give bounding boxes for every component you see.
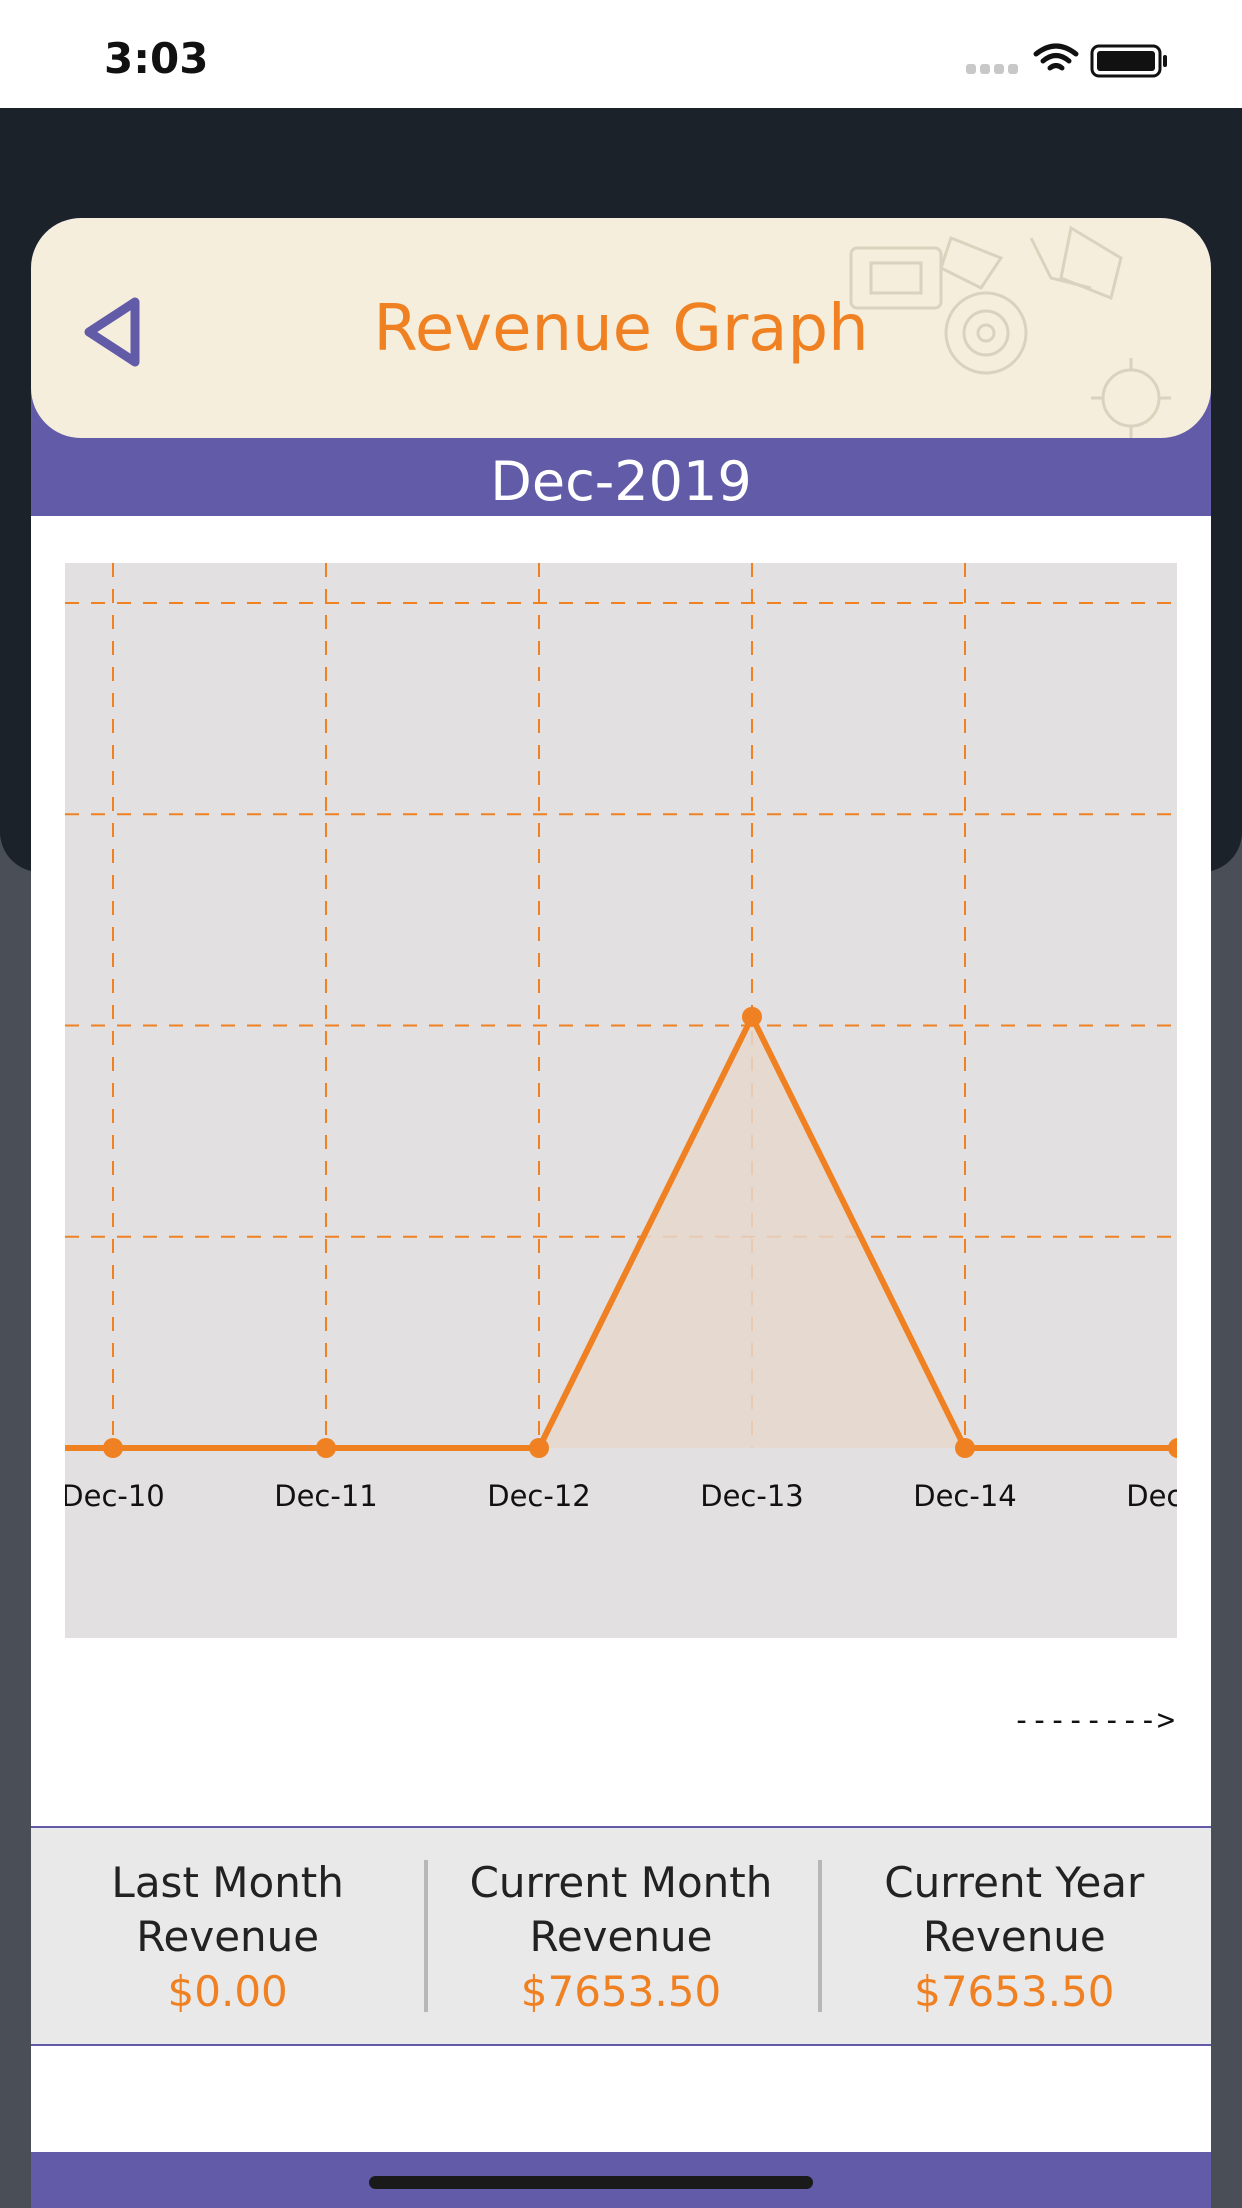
chart-point [955,1438,975,1458]
home-indicator[interactable] [369,2176,813,2189]
chart-point [529,1438,549,1458]
summary-value: $7653.50 [914,1967,1115,2016]
chart-series-line [113,1013,1177,1451]
last-month-revenue: Last Month Revenue $0.00 [31,1828,424,2044]
status-bar: 3:03 [0,0,1242,108]
month-label: Dec-2019 [490,450,752,513]
page-title: Revenue Graph [373,292,869,366]
revenue-chart-svg: Dec-10 Dec-11 Dec-12 Dec-13 Dec-14 Dec-15 [65,563,1177,1513]
chart-point [742,1006,762,1027]
summary-label: Current Year [884,1858,1145,1907]
chart-tick-label: Dec-11 [274,1479,377,1513]
chart-tick-label: Dec-10 [65,1479,165,1513]
chart-tick-label: Dec-13 [700,1479,803,1513]
chart-point [103,1438,123,1458]
wifi-icon [1033,43,1079,71]
revenue-card: Revenue Graph Dec-2019 Dec-10 Dec-11 Dec-1… [31,218,1211,2208]
current-year-revenue: Current Year Revenue $7653.50 [817,1828,1211,2044]
chart-point [1168,1438,1177,1458]
back-button[interactable] [79,294,155,370]
chart-tick-label: Dec-14 [913,1479,1016,1513]
chart-point [316,1438,336,1458]
signal-icon [966,64,1018,74]
revenue-summary: Last Month Revenue $0.00 Current Month R… [31,1826,1211,2046]
summary-value: $7653.50 [520,1967,722,2016]
summary-label: Last Month [111,1858,344,1907]
chart-tick-label: Dec-15 [1126,1479,1177,1513]
status-icons [966,43,1167,78]
status-time: 3:03 [104,34,209,83]
revenue-chart[interactable]: Dec-10 Dec-11 Dec-12 Dec-13 Dec-14 Dec-15 [65,563,1177,1638]
summary-label: Revenue [529,1912,713,1961]
title-bar: Revenue Graph [31,218,1211,438]
scroll-hint: --------> [1012,1703,1175,1738]
current-month-revenue: Current Month Revenue $7653.50 [424,1828,817,2044]
business-decoration-icon [849,225,1171,438]
summary-label: Revenue [922,1912,1106,1961]
chart-tick-label: Dec-12 [487,1479,590,1513]
battery-icon [1090,44,1167,78]
summary-value: $0.00 [167,1967,288,2016]
summary-label: Revenue [136,1912,320,1961]
summary-label: Current Month [469,1858,773,1907]
